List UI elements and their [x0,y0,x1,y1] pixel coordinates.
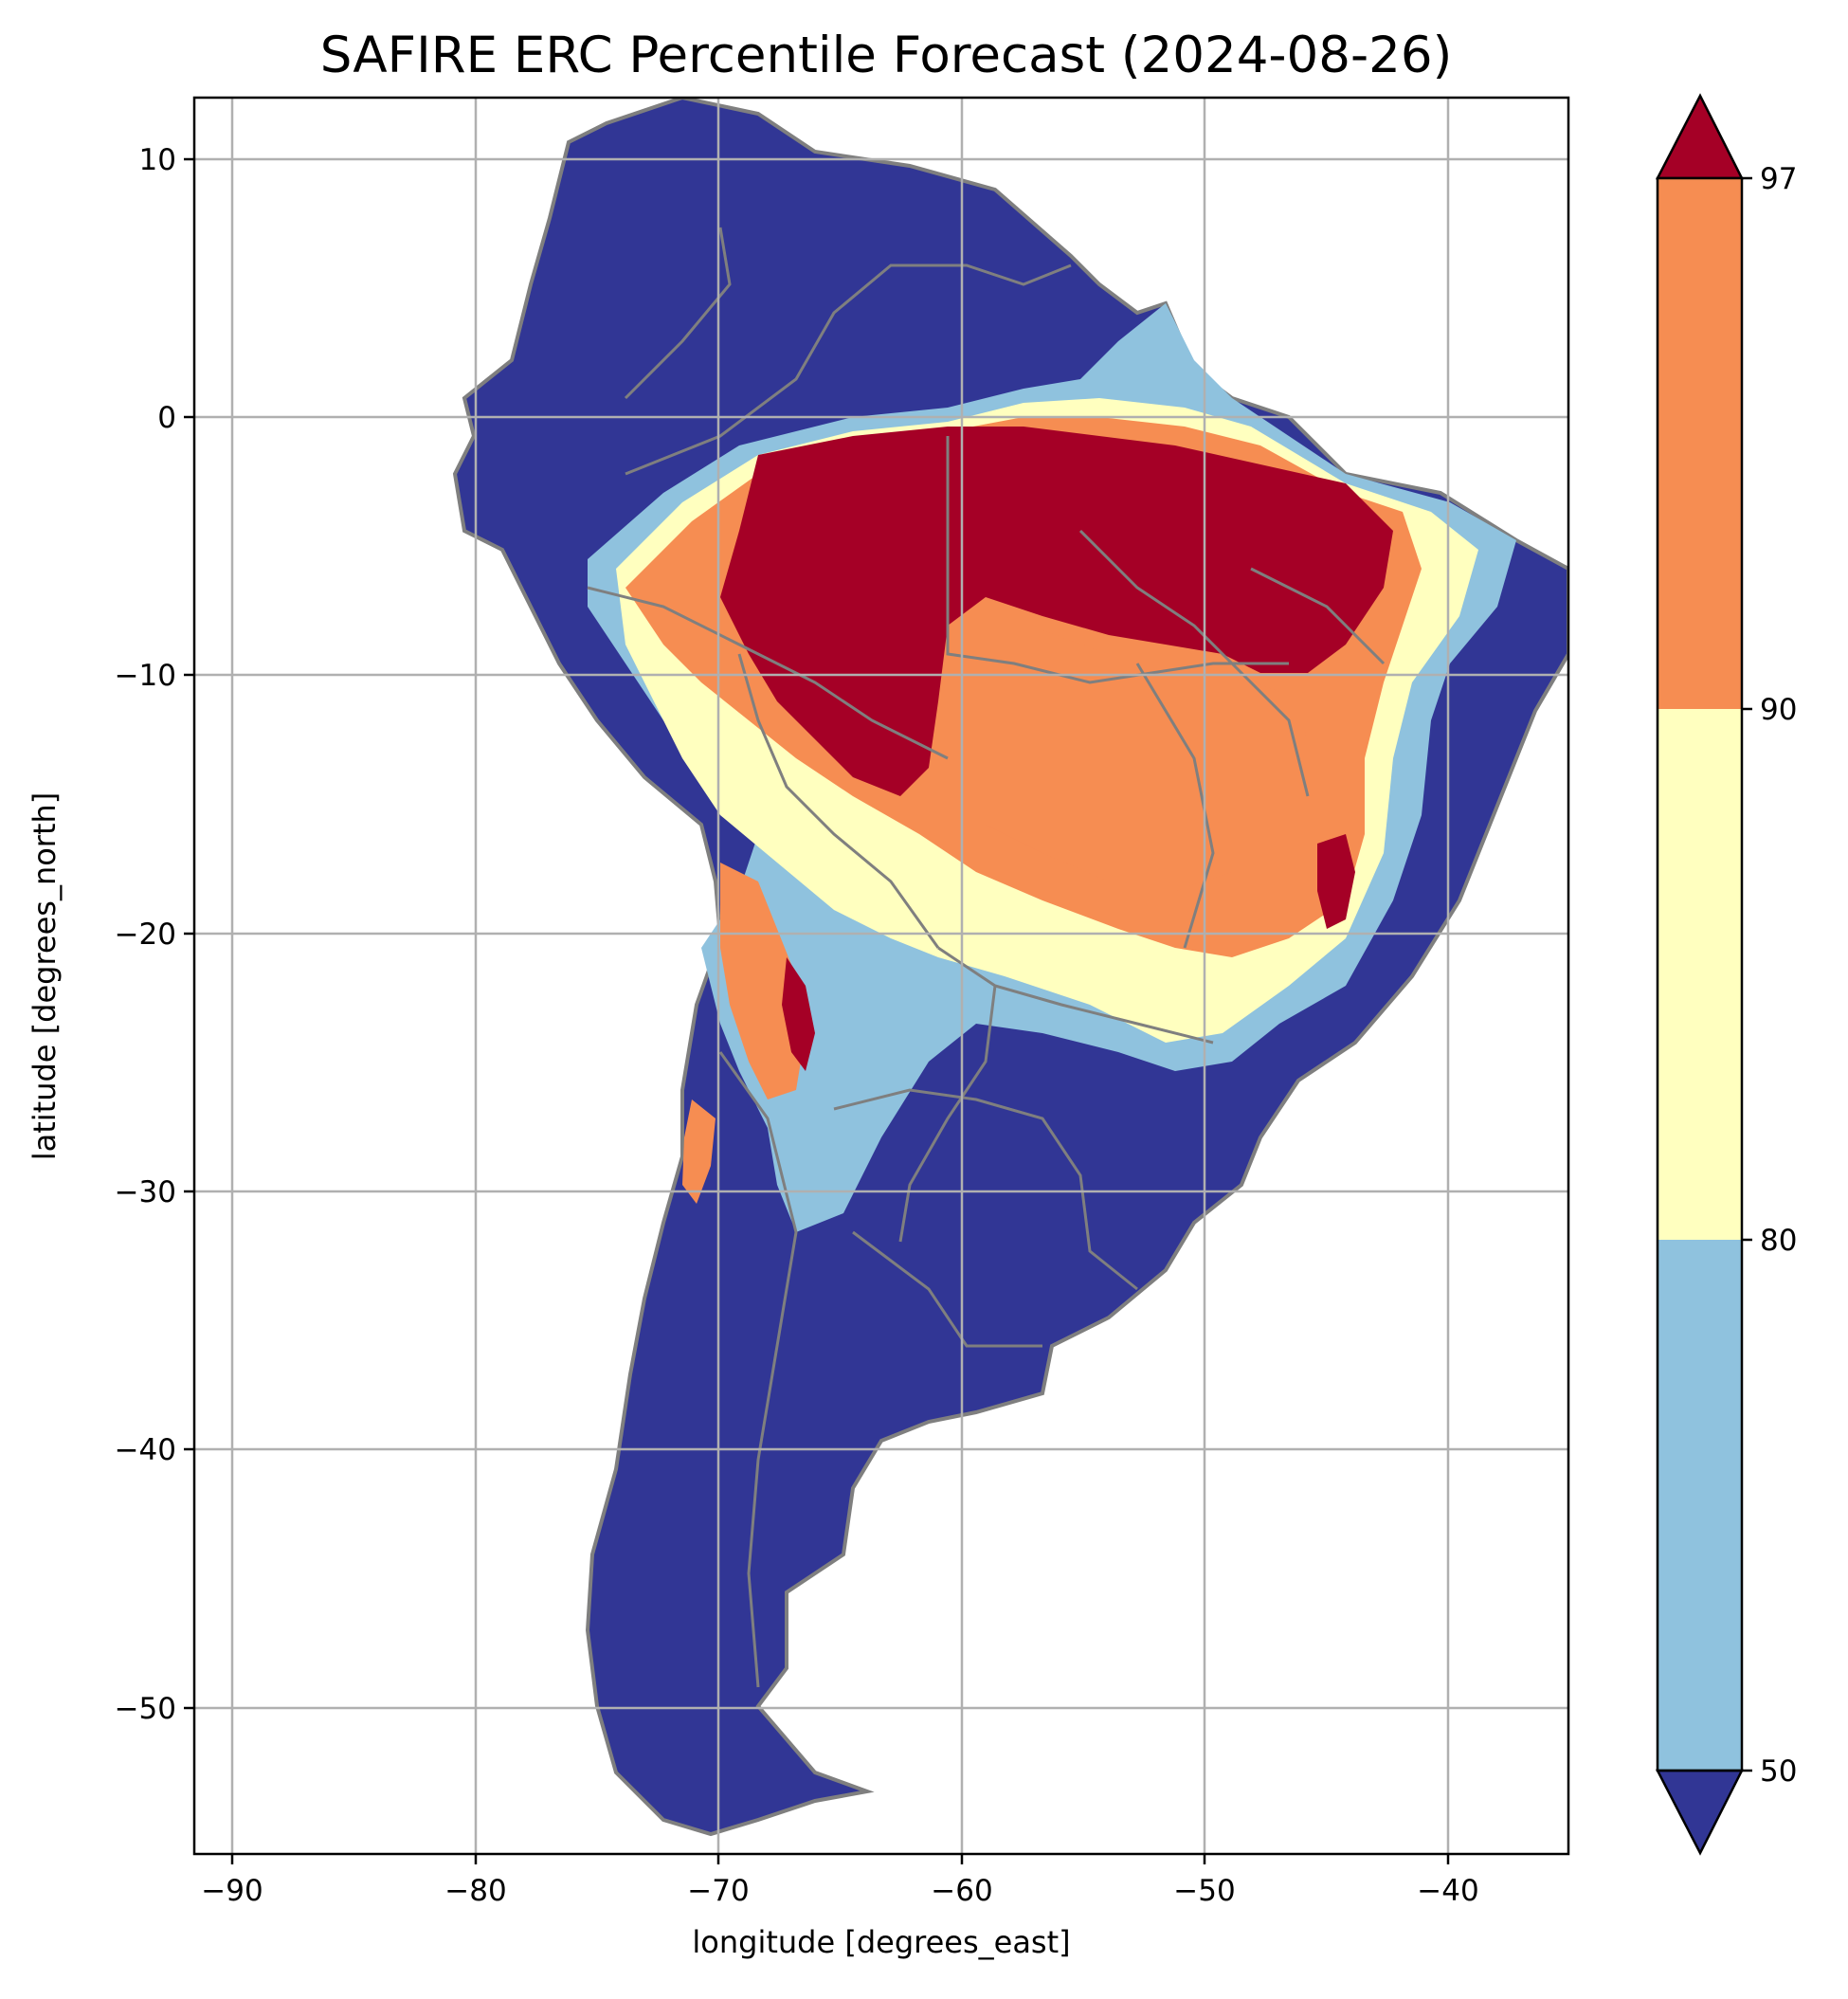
andes-red [782,957,815,1071]
map-panel [192,96,1570,1856]
x-axis [230,1854,1450,1864]
x-tick-label: −90 [201,1874,263,1908]
gridlines [194,98,1568,1854]
x-tick-label: −60 [931,1874,992,1908]
colorbar-extend-max [1655,93,1745,180]
colorbar-tick-label: 80 [1760,1224,1797,1258]
y-tick-label: −40 [115,1433,176,1467]
band-90-97-inner [948,616,1308,891]
colorbar-tick-label: 50 [1760,1754,1797,1789]
colorbar-extend-min [1655,1769,1745,1856]
colorbar-band-50-80 [1658,1240,1742,1771]
x-axis-label: longitude [degrees_east] [692,1924,1070,1960]
colorbar-tick-label: 90 [1760,693,1797,727]
band-gt-97 [720,427,1393,796]
chart-title: SAFIRE ERC Percentile Forecast (2024-08-… [320,27,1453,84]
colorbar-frame [1656,176,1744,1772]
axes-frame [192,96,1570,1856]
colorbar-band-80-90 [1658,709,1742,1240]
y-tick-label: −50 [115,1692,176,1726]
colorbar: 97 90 80 50 [1655,93,1797,1856]
andes-orange [720,863,806,1099]
x-tick-label: −70 [687,1874,749,1908]
chile-orange [682,1099,716,1204]
y-axis-label: latitude [degrees_north] [27,792,63,1161]
y-tick-label: 10 [139,143,176,177]
y-tick-label: −20 [115,918,176,952]
x-tick-label: −50 [1173,1874,1235,1908]
x-tick-label: −80 [444,1874,506,1908]
y-tick-label: 0 [157,401,176,435]
x-tick-label: −40 [1417,1874,1478,1908]
colorbar-band-90-97 [1658,178,1742,709]
y-axis [184,157,194,1710]
ne-brazil-red [1317,834,1355,929]
country-boundaries [587,227,1386,1688]
y-tick-label: −10 [115,659,176,693]
colorbar-tick-label: 97 [1760,162,1797,196]
y-tick-label: −30 [115,1175,176,1209]
